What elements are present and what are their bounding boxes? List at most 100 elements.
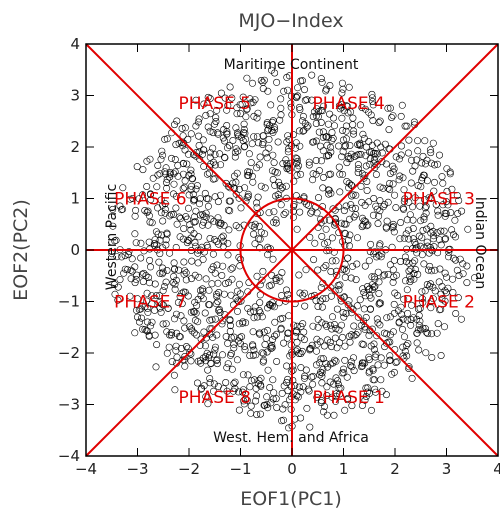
data-point <box>344 254 352 262</box>
data-point <box>171 121 179 129</box>
data-point <box>261 401 269 409</box>
data-point <box>211 269 219 277</box>
data-point <box>272 330 280 338</box>
data-point <box>368 90 376 98</box>
data-point <box>324 120 332 128</box>
x-tick-label: −4 <box>75 460 97 478</box>
data-point <box>257 374 265 382</box>
data-point <box>470 274 478 282</box>
data-point <box>124 266 132 274</box>
region-label-right: Indian Ocean <box>472 197 488 289</box>
data-point <box>400 186 408 194</box>
data-point <box>332 357 340 365</box>
data-point <box>350 213 358 221</box>
data-point <box>309 170 317 178</box>
data-point <box>214 129 222 137</box>
data-point <box>399 174 407 182</box>
data-point <box>260 76 268 84</box>
data-point <box>261 184 269 192</box>
data-point <box>456 255 464 263</box>
data-point <box>363 388 371 396</box>
data-point <box>407 275 415 283</box>
data-point <box>273 78 281 86</box>
data-point <box>222 378 230 386</box>
data-point <box>399 343 407 351</box>
x-tick-label: 1 <box>339 460 349 478</box>
data-point <box>283 334 291 342</box>
data-point <box>418 159 426 167</box>
data-point <box>405 259 413 267</box>
data-point <box>340 107 348 115</box>
data-point <box>257 381 265 389</box>
data-point <box>256 235 264 243</box>
data-point <box>152 292 160 300</box>
phase-label: PHASE 5 <box>179 94 251 114</box>
data-point <box>187 234 195 242</box>
data-point <box>179 170 187 178</box>
data-point <box>343 135 351 143</box>
data-point <box>439 201 447 209</box>
data-point <box>147 196 155 204</box>
data-point <box>170 211 178 219</box>
data-point <box>320 102 328 110</box>
data-point <box>336 170 344 178</box>
data-point <box>236 334 244 342</box>
data-point <box>131 212 139 220</box>
data-point <box>196 211 204 219</box>
y-tick-label: −4 <box>58 447 80 465</box>
data-point <box>163 229 171 237</box>
data-point <box>211 151 219 159</box>
data-point <box>159 287 167 295</box>
data-point <box>209 175 217 183</box>
data-point <box>131 329 139 337</box>
data-point <box>342 127 350 135</box>
data-point <box>225 226 233 234</box>
data-point <box>302 266 310 274</box>
data-point <box>407 179 415 187</box>
data-point <box>166 331 174 339</box>
data-point <box>375 212 383 220</box>
data-point <box>425 282 433 290</box>
data-point <box>204 93 212 101</box>
data-point <box>328 257 336 265</box>
data-point <box>209 144 217 152</box>
data-point <box>179 185 187 193</box>
data-point <box>438 173 446 181</box>
data-point <box>358 214 366 222</box>
data-point <box>201 189 209 197</box>
data-point <box>419 226 427 234</box>
data-point <box>312 347 320 355</box>
data-point <box>241 346 249 354</box>
data-point <box>223 130 231 138</box>
data-point <box>376 321 384 329</box>
data-point <box>340 220 348 228</box>
data-point <box>289 366 297 374</box>
data-point <box>371 385 379 393</box>
data-point <box>386 104 394 112</box>
data-point <box>323 383 331 391</box>
data-point <box>270 159 278 167</box>
data-point <box>143 289 151 297</box>
data-point <box>128 267 136 275</box>
data-point <box>269 255 277 263</box>
data-point <box>459 270 467 278</box>
data-point <box>277 291 285 299</box>
data-point <box>326 143 334 151</box>
data-point <box>349 114 357 122</box>
data-point <box>202 275 210 283</box>
data-point <box>299 127 307 135</box>
data-point <box>293 322 301 330</box>
data-point <box>297 364 305 372</box>
data-point <box>181 267 189 275</box>
data-point <box>293 391 301 399</box>
data-point <box>282 286 290 294</box>
data-point <box>435 151 443 159</box>
data-point <box>395 176 403 184</box>
data-point <box>211 236 219 244</box>
data-point <box>382 339 390 347</box>
data-point <box>294 84 302 92</box>
data-point <box>305 158 313 166</box>
data-point <box>219 232 227 240</box>
data-point <box>251 240 259 248</box>
data-point <box>195 273 203 281</box>
